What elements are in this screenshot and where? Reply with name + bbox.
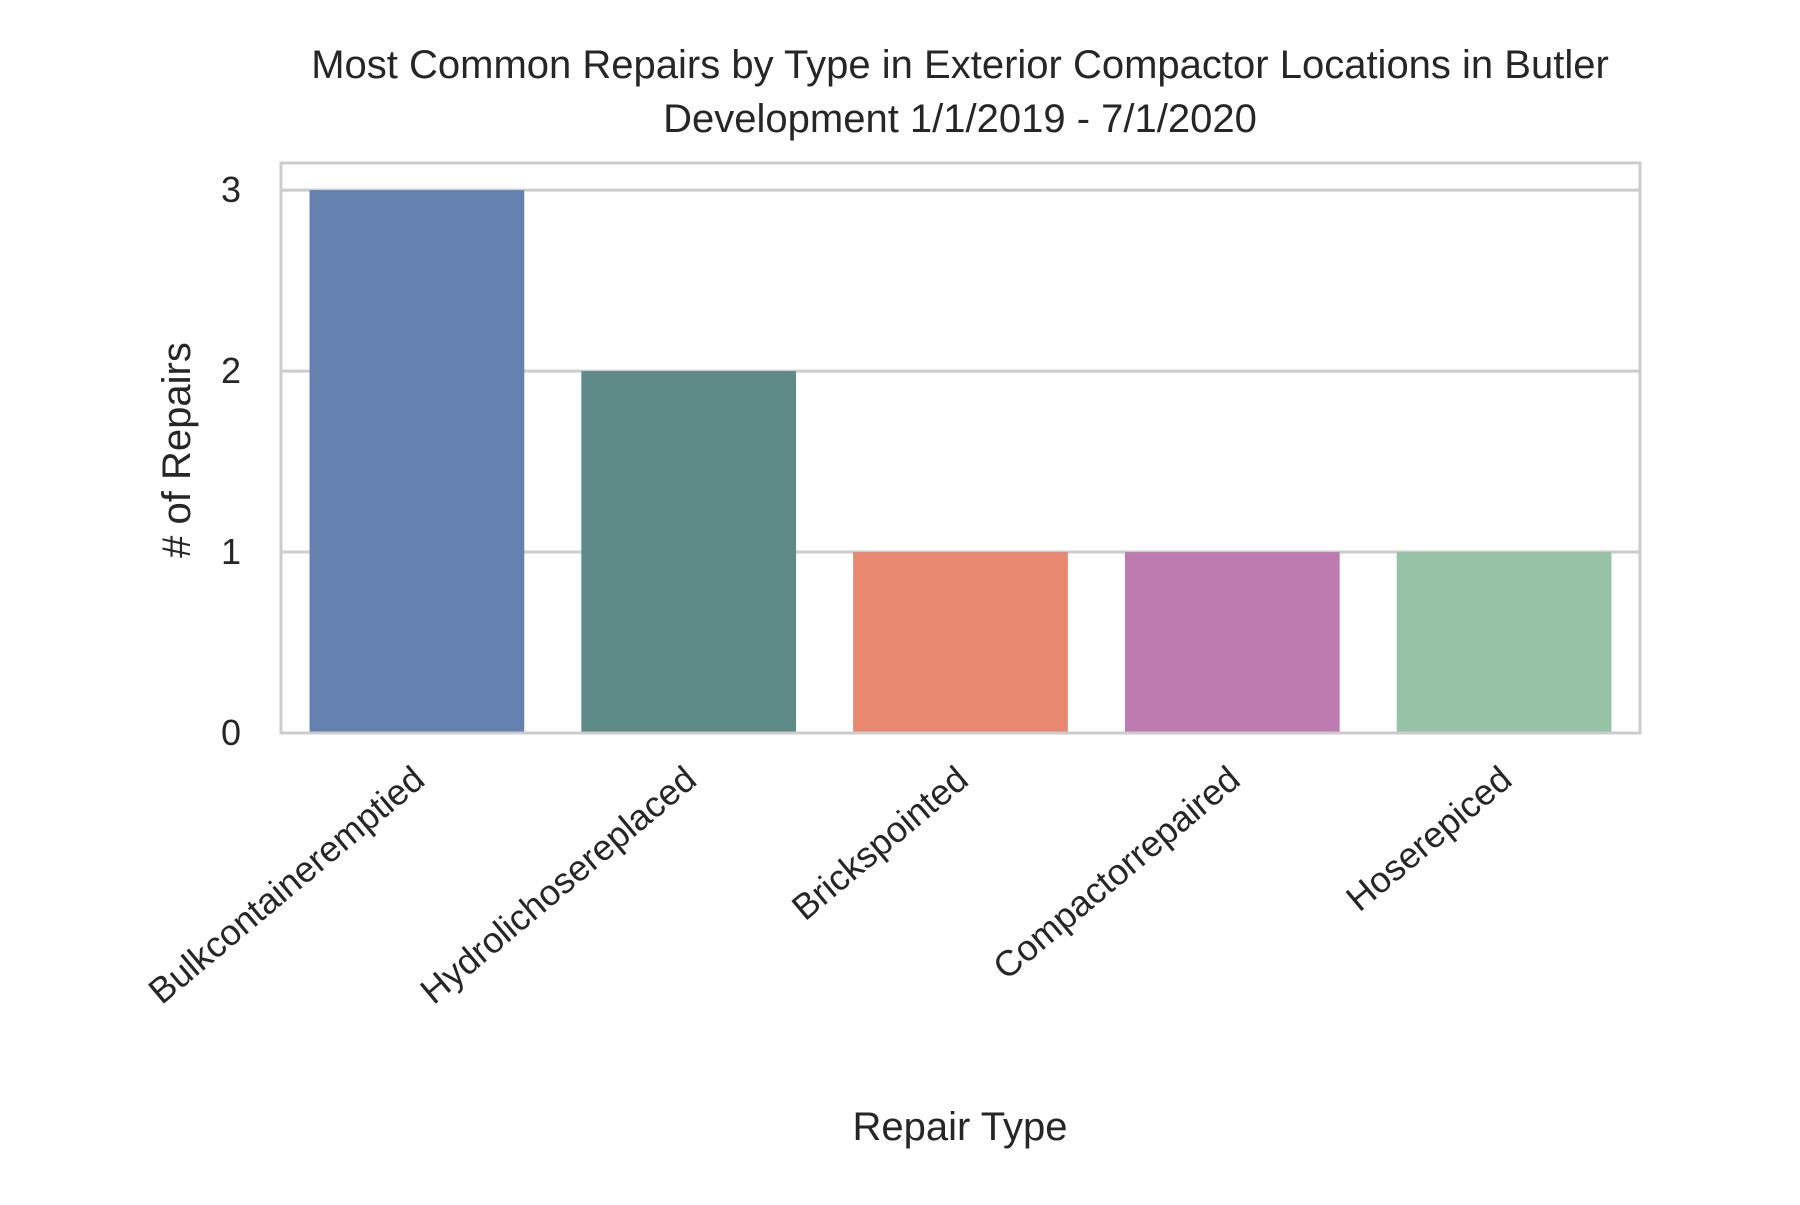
chart-title-line-2: Development 1/1/2019 - 7/1/2020 [663, 97, 1257, 141]
x-tick-label: Bulkcontaineremptied [140, 758, 432, 1012]
x-tick-label: Brickspointed [784, 758, 976, 928]
y-tick-label: 0 [221, 712, 241, 753]
bar-hydrolichosereplaced [581, 371, 797, 733]
bars [309, 190, 1612, 734]
y-tick-label: 1 [221, 531, 241, 572]
bar-hoserepiced [1396, 552, 1612, 733]
y-axis-label: # of Repairs [155, 342, 199, 558]
y-tick-label: 2 [221, 350, 241, 391]
x-axis-label: Repair Type [853, 1105, 1068, 1149]
plot-frame [279, 161, 1642, 735]
y-tick-labels: 0 1 2 3 [221, 169, 241, 753]
bar-brickspointed [853, 552, 1068, 733]
bar-compactorrepaired [1124, 552, 1340, 733]
x-tick-label: Compactorrepaired [985, 758, 1247, 987]
x-tick-label: Hydrolichosereplaced [412, 758, 704, 1012]
chart-title-line-1: Most Common Repairs by Type in Exterior … [311, 43, 1609, 87]
y-tick-label: 3 [221, 169, 241, 210]
bar-bulkcontaineremptied [309, 190, 525, 734]
x-tick-labels: BulkcontaineremptiedHydrolichosereplaced… [140, 758, 1519, 1012]
x-tick-label: Hoserepiced [1338, 758, 1519, 919]
